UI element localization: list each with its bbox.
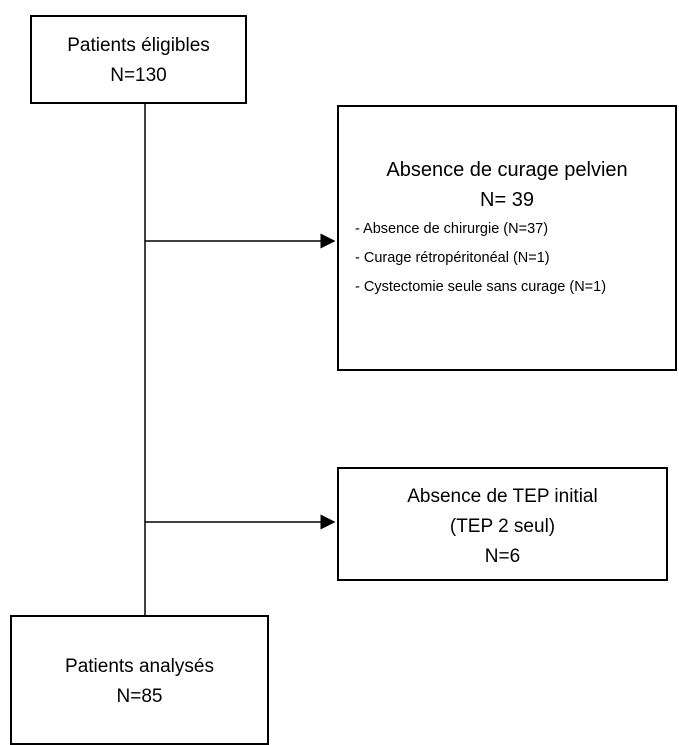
node-box: Absence de TEP initial (TEP 2 seul) N=6 [337, 467, 668, 581]
list-item: - Absence de chirurgie (N=37) [355, 221, 549, 237]
node-text: N=130 [110, 65, 167, 86]
node-text: Absence de curage pelvien [386, 159, 628, 181]
node-box: Absence de curage pelvien N= 39 - Absenc… [337, 105, 677, 371]
node-text: N=85 [116, 686, 163, 707]
item-list: - Absence de chirurgie (N=37) - Curage r… [355, 215, 655, 302]
node-box: Patients analysés N=85 [10, 615, 269, 745]
list-item: - Curage rétropéritonéal (N=1) [355, 250, 550, 266]
node-text: N=6 [484, 546, 521, 567]
node-text: N= 39 [480, 189, 534, 211]
node-box: Patients éligibles N=130 [30, 15, 247, 104]
node-text: Absence de TEP initial [407, 486, 598, 507]
node-text: Patients éligibles [67, 35, 210, 56]
node-text: (TEP 2 seul) [449, 516, 556, 537]
list-item: - Cystectomie seule sans curage (N=1) [355, 279, 607, 295]
node-text: Patients analysés [65, 656, 214, 677]
